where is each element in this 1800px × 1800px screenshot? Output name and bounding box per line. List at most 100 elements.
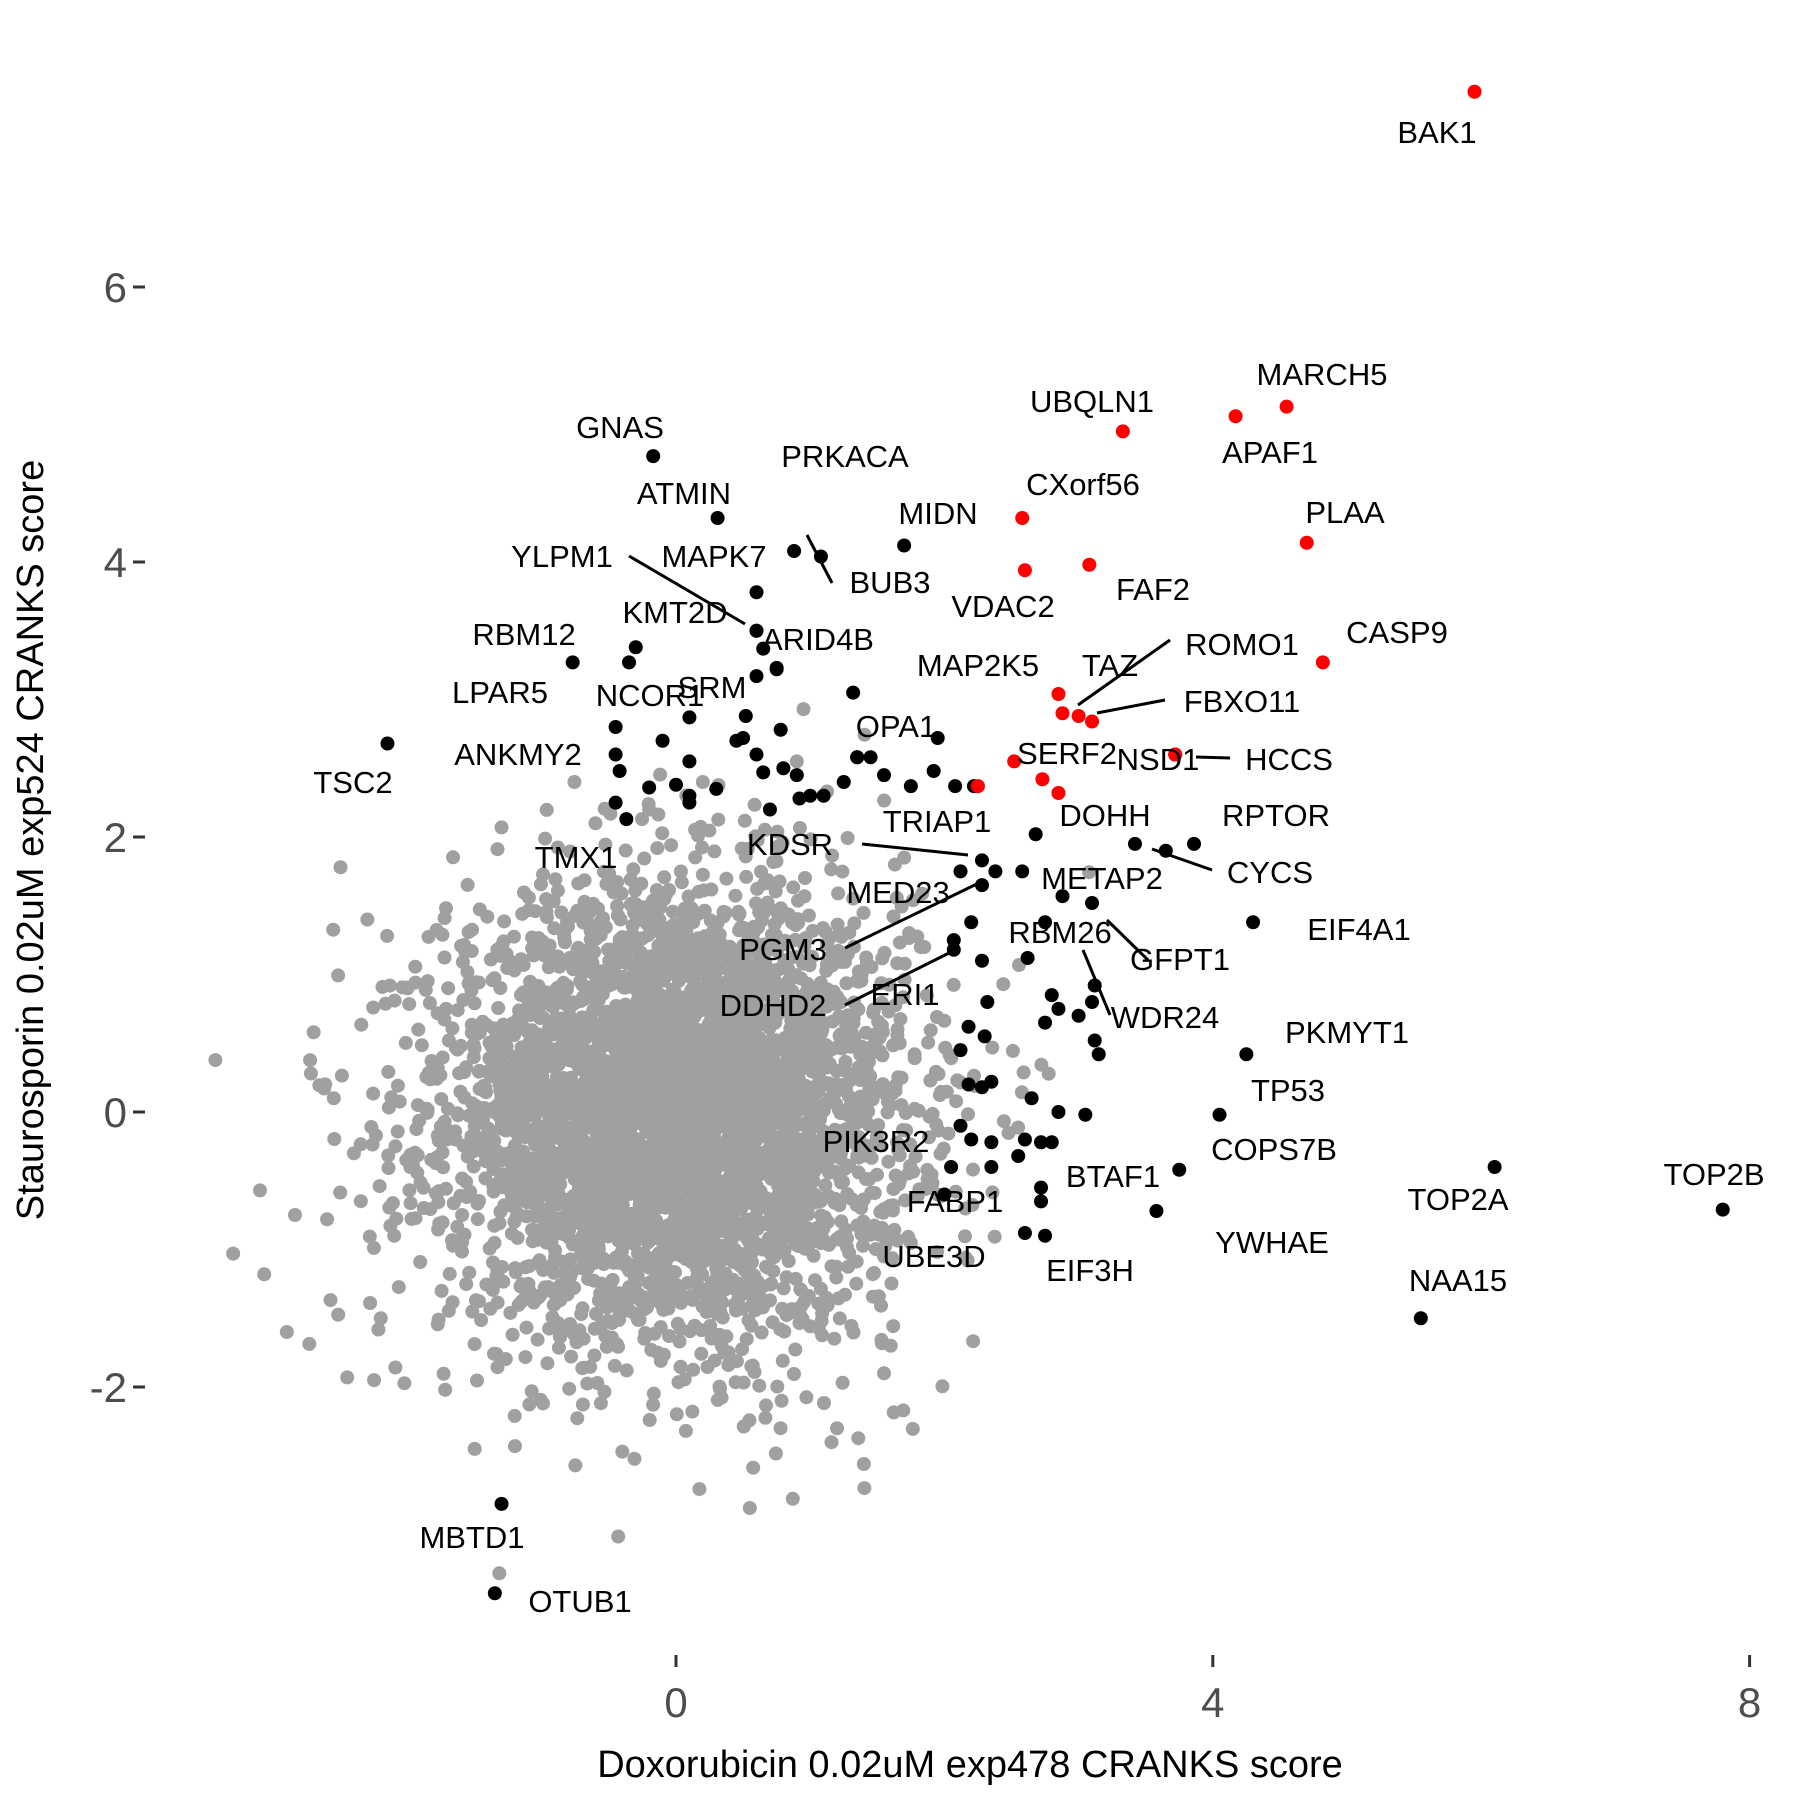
background-point [718,1058,733,1073]
highlight-point-apaf1 [1228,409,1243,424]
background-point [462,1265,477,1280]
background-point [590,1128,605,1143]
label-bak1: BAK1 [1397,115,1476,150]
background-point [606,1161,621,1176]
background-point [550,840,565,855]
background-point [536,867,550,882]
background-point [593,1396,608,1411]
background-point [862,1172,877,1187]
highlight-point [970,779,985,794]
background-point [768,1446,783,1461]
label-connector [844,948,956,1007]
data-point [1051,1105,1066,1119]
background-point [580,1097,595,1111]
background-point [566,1200,581,1215]
label-pik3r2: PIK3R2 [823,1124,930,1159]
data-point [980,995,995,1009]
background-point [578,944,593,959]
background-point [829,1270,844,1285]
background-point [744,993,759,1008]
label-march5: MARCH5 [1257,357,1388,392]
background-point [539,904,554,919]
background-point [800,1202,815,1217]
background-point [628,960,643,975]
background-point [437,911,452,926]
background-point [1005,1043,1020,1058]
x-tick-label: 8 [1738,1679,1761,1726]
background-point [619,1363,634,1378]
data-point-wdr24 [1087,978,1102,993]
background-point [772,1004,787,1019]
background-point [334,1068,349,1083]
background-point [760,1009,775,1024]
background-point [430,1317,445,1332]
background-point [669,1407,684,1422]
data-point-med23 [988,864,1003,879]
background-point [500,961,515,975]
background-point [568,1458,583,1473]
background-point [495,938,510,953]
background-point [446,850,460,865]
background-point [729,1160,744,1175]
data-point [738,709,753,723]
point-labels: BAK1MARCH5APAF1UBQLN1PLAACXorf56FAF2VDAC… [313,115,1764,1619]
background-point [847,916,862,931]
background-point [595,964,610,979]
background-point [390,1124,405,1139]
data-point [762,802,777,817]
background-point [637,1246,651,1261]
background-point [713,1381,727,1396]
label-eri1: ERI1 [871,977,940,1012]
background-point [626,1072,641,1087]
background-point [757,1077,772,1092]
background-point [639,1231,654,1246]
background-point [786,1110,801,1125]
background-point [752,952,767,967]
background-point [346,1146,361,1161]
background-point [857,727,872,742]
background-point [985,1185,1000,1200]
background-point [755,964,770,979]
background-point [665,1265,680,1280]
label-serf2: SERF2 [1017,736,1117,771]
background-point [824,1435,839,1450]
background-point [570,1411,585,1426]
data-point [1051,1001,1066,1016]
background-point [498,1352,513,1366]
background-point [601,942,616,957]
data-point-ncor1 [622,655,637,670]
background-point [257,1267,272,1282]
background-point [402,997,417,1012]
highlight-point-cxorf56 [1015,511,1030,525]
data-point-pik3r2 [953,1118,968,1133]
background-point [378,996,393,1011]
background-point [836,1233,851,1248]
background-point [467,1041,482,1056]
background-point [835,1375,850,1390]
background-point [704,1331,719,1346]
background-point [798,1016,813,1031]
background-point [638,1148,653,1163]
background-point [494,1116,509,1131]
label-top2a: TOP2A [1407,1182,1508,1217]
background-point [455,1171,470,1186]
background-point [928,1064,943,1079]
background-point [717,1345,732,1360]
background-point [896,990,911,1005]
background-point [504,1226,519,1241]
background-point [768,1134,783,1149]
data-point [961,1019,976,1034]
background-point [1016,1065,1031,1080]
background-point [906,1164,921,1179]
background-point [587,1321,602,1336]
background-point [854,973,869,988]
background-point [555,1325,570,1339]
background-point [606,1068,621,1083]
background-point [538,831,553,846]
label-mapk7: MAPK7 [661,539,766,574]
background-point [709,1224,723,1239]
background-point [446,1238,461,1253]
background-point [777,1178,792,1193]
background-point [684,1107,699,1122]
background-point [583,1008,598,1023]
